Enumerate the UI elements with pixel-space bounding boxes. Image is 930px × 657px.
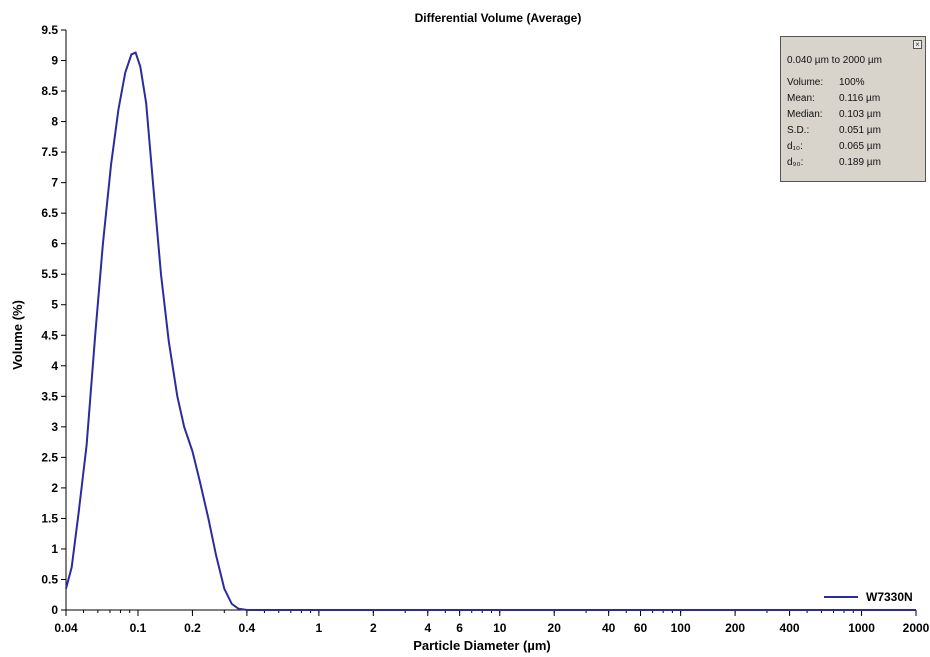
x-tick-label: 0.04: [54, 621, 78, 635]
y-axis-label: Volume (%): [10, 300, 25, 370]
x-tick-label: 0.1: [130, 621, 147, 635]
stats-key: Mean:: [787, 93, 815, 104]
y-tick-label: 9: [51, 54, 58, 68]
y-tick-label: 7.5: [41, 145, 58, 159]
stats-value: 0.116 µm: [839, 93, 881, 104]
stats-value: 0.103 µm: [839, 109, 881, 120]
x-tick-label: 2: [370, 621, 377, 635]
series-line-w7330n: [65, 51, 916, 611]
stats-value: 0.065 µm: [839, 141, 881, 152]
x-tick-label: 0.4: [239, 621, 256, 635]
chart-title: Differential Volume (Average): [415, 11, 582, 25]
y-tick-label: 4.5: [41, 328, 58, 342]
stats-row-median: Median: 0.103 µm: [787, 109, 881, 120]
statistics-panel: × 0.040 µm to 2000 µm Volume: 100% Mean: 0…: [780, 36, 926, 182]
y-tick-label: 6: [51, 237, 58, 251]
y-tick-label: 8.5: [41, 84, 58, 98]
x-tick-label: 100: [671, 621, 691, 635]
x-axis-label: Particle Diameter (µm): [413, 638, 551, 653]
x-tick-label: 400: [780, 621, 800, 635]
y-tick-label: 5.5: [41, 267, 58, 281]
x-tick-label: 20: [548, 621, 562, 635]
stats-value: 100%: [839, 77, 865, 88]
y-tick-label: 8: [51, 115, 58, 129]
y-tick-label: 2.5: [41, 450, 58, 464]
stats-row-sd: S.D.: 0.051 µm: [787, 125, 881, 136]
x-tick-label: 60: [634, 621, 648, 635]
stats-key: d₁₀:: [787, 141, 803, 152]
stats-row-mean: Mean: 0.116 µm: [787, 93, 880, 104]
stats-value: 0.051 µm: [839, 125, 881, 136]
y-tick-label: 0: [51, 603, 58, 617]
stats-key: Median:: [787, 109, 823, 120]
x-tick-label: 40: [602, 621, 616, 635]
stats-row-d90: d₉₀: 0.189 µm: [787, 157, 881, 168]
y-tick-label: 7: [51, 176, 58, 190]
y-tick-label: 6.5: [41, 206, 58, 220]
y-tick-label: 1.5: [41, 511, 58, 525]
x-tick-label: 2000: [903, 621, 930, 635]
stats-range: 0.040 µm to 2000 µm: [787, 55, 882, 66]
x-ticks: 0.04 0.1 0.2 0.4 1 2 4 6 10 20 40 60 100 200 400 1000 20…: [54, 610, 930, 635]
y-tick-label: 3: [51, 420, 58, 434]
x-tick-label: 200: [725, 621, 745, 635]
stats-key: Volume:: [787, 77, 824, 88]
stats-key: S.D.:: [787, 125, 810, 136]
stats-row-d10: d₁₀: 0.065 µm: [787, 141, 881, 152]
y-tick-label: 3.5: [41, 389, 58, 403]
stats-row-volume: Volume: 100%: [787, 77, 865, 88]
close-icon[interactable]: ×: [913, 40, 922, 49]
legend-label: W7330N: [866, 590, 913, 604]
x-tick-label: 4: [424, 621, 431, 635]
y-tick-label: 5: [51, 298, 58, 312]
y-tick-label: 1: [51, 542, 58, 556]
stats-key: d₉₀:: [787, 157, 804, 168]
x-tick-label: 0.2: [184, 621, 201, 635]
legend: W7330N: [824, 590, 913, 604]
y-ticks: 0 0.5 1 1.5 2 2.5 3 3.5 4 4.5 5 5.5 6 6.5 7 7.5 8 8.5 9 9.5: [41, 23, 66, 617]
x-tick-label: 10: [493, 621, 507, 635]
x-tick-label: 1: [316, 621, 323, 635]
y-tick-label: 4: [51, 359, 58, 373]
y-tick-label: 2: [51, 481, 58, 495]
y-tick-label: 9.5: [41, 23, 58, 37]
x-tick-label: 1000: [848, 621, 875, 635]
x-tick-label: 6: [456, 621, 463, 635]
stats-value: 0.189 µm: [839, 157, 881, 168]
y-tick-label: 0.5: [41, 572, 58, 586]
